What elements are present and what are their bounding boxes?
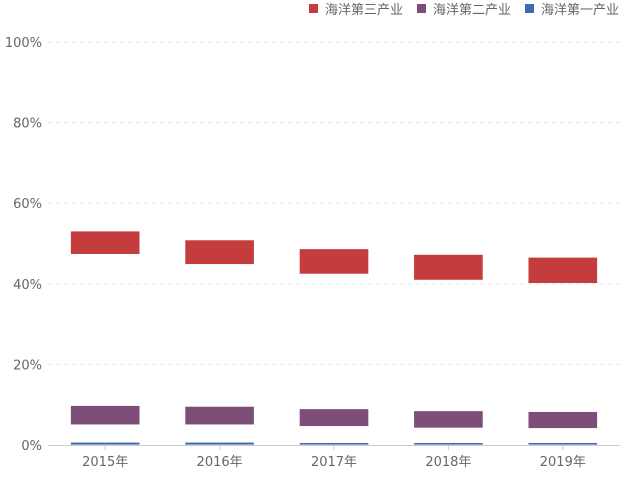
bar-tertiary-industry[interactable] [70, 231, 140, 254]
x-tick-label: 2015年 [82, 455, 128, 470]
y-tick-label: 80% [13, 117, 42, 132]
bar-tertiary-industry[interactable] [528, 257, 598, 283]
y-tick-label: 20% [13, 358, 42, 373]
bar-secondary-industry[interactable] [185, 406, 254, 425]
y-tick-label: 0% [21, 439, 42, 454]
bar-primary-industry[interactable] [185, 442, 254, 445]
bar-secondary-industry[interactable] [528, 411, 598, 429]
legend-item[interactable]: 海洋第二产业 [417, 3, 511, 18]
legend-item[interactable]: 海洋第三产业 [309, 3, 403, 18]
bar-secondary-industry[interactable] [414, 411, 483, 428]
bar-secondary-industry[interactable] [299, 409, 369, 427]
y-tick-label: 60% [13, 197, 42, 212]
bars [70, 231, 598, 445]
bar-primary-industry[interactable] [414, 442, 483, 445]
bar-tertiary-industry[interactable] [299, 249, 369, 274]
x-tick-label: 2017年 [311, 455, 357, 470]
x-tick-label: 2019年 [540, 455, 586, 470]
y-tick-label: 100% [5, 36, 42, 51]
x-tick-label: 2018年 [425, 455, 471, 470]
y-tick-label: 40% [13, 278, 42, 293]
grid-lines [48, 41, 620, 365]
x-tick-label: 2016年 [197, 455, 243, 470]
bar-tertiary-industry[interactable] [414, 254, 483, 280]
bar-primary-industry[interactable] [299, 442, 369, 445]
bar-tertiary-industry[interactable] [185, 240, 254, 265]
bar-primary-industry[interactable] [70, 442, 140, 445]
bar-secondary-industry[interactable] [70, 405, 140, 425]
legend-item[interactable]: 海洋第一产业 [525, 3, 619, 18]
legend-label: 海洋第一产业 [541, 3, 619, 18]
legend-swatch [417, 4, 426, 13]
bar-primary-industry[interactable] [528, 442, 598, 445]
axes: 0% 20% 40% 60% 80% 100% 2015年 2016年 2017年 2018年 20… [5, 36, 620, 470]
legend: 海洋第三产业 海洋第二产业 海洋第一产业 [309, 3, 619, 18]
legend-swatch [309, 4, 318, 13]
legend-label: 海洋第三产业 [325, 3, 403, 18]
legend-swatch [525, 4, 534, 13]
legend-label: 海洋第二产业 [433, 3, 511, 18]
